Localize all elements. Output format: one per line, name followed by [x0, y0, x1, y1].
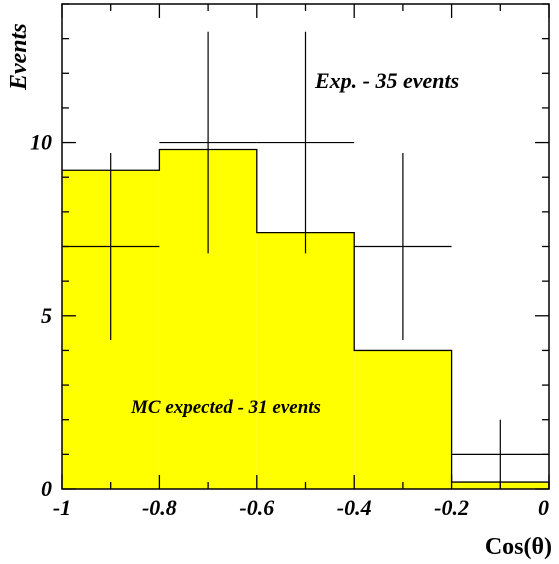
mc-bar: [256, 232, 355, 489]
mc-bar: [354, 350, 452, 489]
x-axis-label: Cos(θ): [485, 534, 552, 560]
mc-histogram-outline: [62, 148, 550, 489]
y-axis-label: Events: [6, 23, 32, 91]
x-tick-label: -0.8: [142, 495, 177, 520]
x-tick-label: -0.2: [434, 495, 469, 520]
x-tick-label: -0.6: [239, 495, 274, 520]
exp-point: [256, 31, 355, 254]
exp-point: [451, 419, 549, 489]
y-tick-labels: 0 5 10: [30, 130, 52, 501]
y-tick-label: 5: [41, 303, 52, 328]
mc-annotation: MC expected - 31 events: [130, 397, 321, 418]
exp-point: [159, 31, 257, 254]
x-tick-label: -1: [53, 495, 71, 520]
exp-point: [354, 152, 452, 341]
exp-annotation: Exp. - 35 events: [314, 68, 459, 93]
y-tick-label: 10: [30, 130, 52, 155]
exp-data-points: [62, 31, 549, 489]
exp-point: [62, 152, 160, 341]
x-tick-label: -0.4: [337, 495, 372, 520]
axis-ticks: [61, 3, 550, 490]
x-tick-label: 0: [538, 495, 549, 520]
y-tick-label: 0: [41, 476, 52, 501]
x-tick-labels: -1 -0.8 -0.6 -0.4 -0.2 0: [53, 495, 549, 520]
